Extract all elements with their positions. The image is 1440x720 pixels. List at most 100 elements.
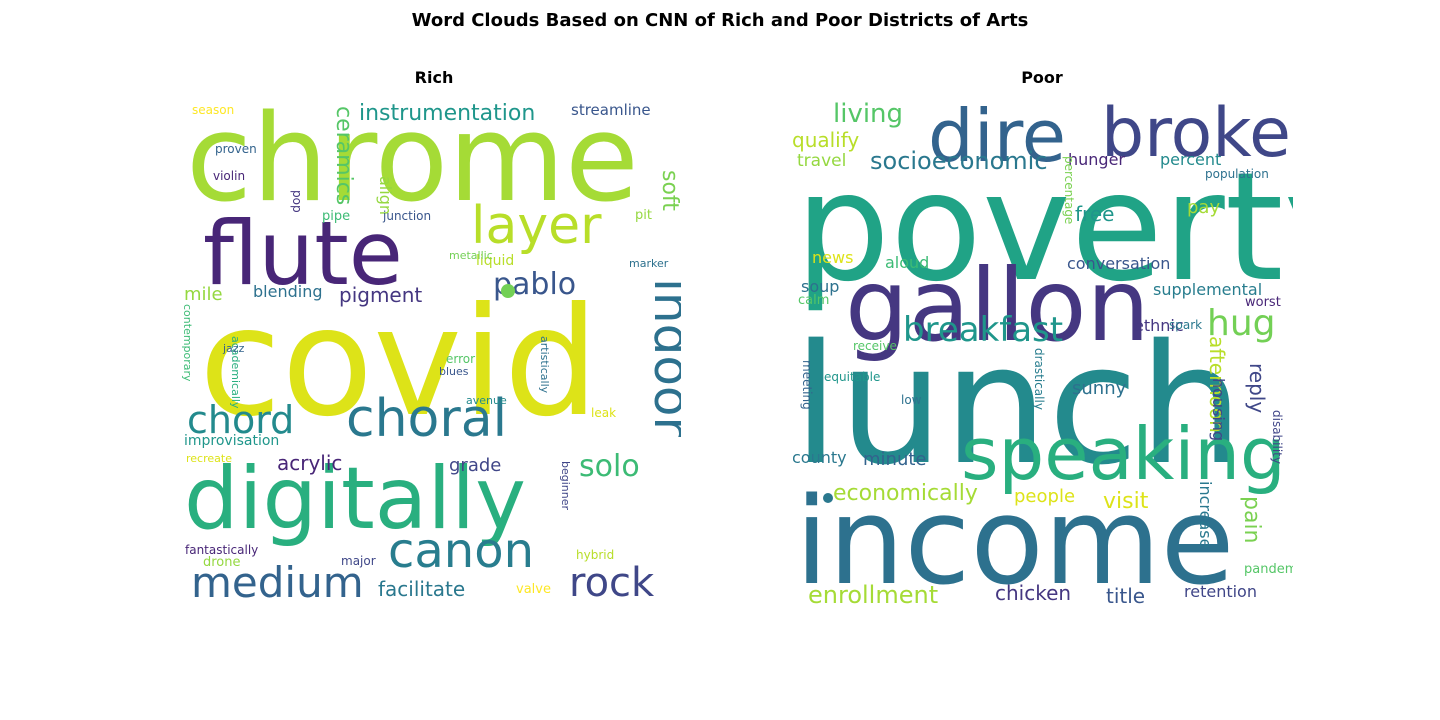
word-avenue: avenue	[466, 394, 507, 407]
word-chord: chord	[187, 398, 295, 442]
dot-poor	[823, 493, 833, 503]
word-medium: medium	[191, 558, 364, 607]
word-dire: dire	[928, 98, 1067, 178]
word-free: free	[1075, 202, 1115, 226]
word-equitable: equitable	[824, 370, 881, 384]
word-title: title	[1106, 584, 1146, 608]
word-calm: calm	[798, 293, 830, 308]
panel-title-poor: Poor	[1021, 68, 1063, 87]
word-travel: travel	[797, 151, 847, 171]
word-pay: pay	[1187, 197, 1221, 218]
word-meeting: meeting	[800, 360, 814, 410]
word-proven: proven	[215, 142, 257, 156]
word-solo: solo	[579, 449, 640, 484]
word-living: living	[833, 99, 904, 129]
word-facilitate: facilitate	[378, 577, 466, 601]
word-covid: covid	[199, 276, 599, 450]
word-metallic: metallic	[449, 249, 493, 262]
word-jazz: jazz	[223, 342, 245, 355]
word-violin: violin	[213, 169, 246, 183]
word-county: county	[793, 448, 847, 467]
word-gallon: gallon	[845, 247, 1150, 364]
word-people: people	[1014, 486, 1076, 507]
word-conversation: conversation	[1067, 254, 1171, 273]
word-income: income	[795, 473, 1235, 608]
word-news: news	[812, 248, 854, 267]
word-leak: leak	[591, 406, 617, 420]
word-reply: reply	[1245, 363, 1269, 414]
word-visit: visit	[1103, 489, 1149, 514]
figure-title: Word Clouds Based on CNN of Rich and Poo…	[411, 10, 1029, 31]
word-blues: blues	[439, 365, 469, 378]
word-chrome: chrome	[186, 98, 639, 229]
word-hunger: hunger	[1068, 150, 1125, 169]
word-retention: retention	[1184, 582, 1257, 601]
word-digitally: digitally	[184, 449, 527, 549]
word-soup: soup	[801, 277, 840, 296]
word-major: major	[341, 554, 376, 568]
word-soft: soft	[657, 170, 681, 211]
word-valve: valve	[516, 582, 551, 597]
word-lunch: lunch	[793, 309, 1244, 501]
word-speaking: speaking	[961, 412, 1286, 496]
word-choral: choral	[346, 389, 508, 449]
word-drastically: drastically	[1032, 348, 1046, 410]
word-layer: layer	[471, 196, 602, 256]
panel-title-rich: Rich	[414, 68, 454, 87]
word-season: season	[192, 103, 235, 117]
word-pigment: pigment	[339, 283, 423, 307]
word-pop: pop	[290, 190, 304, 213]
word-pandemic: pandemic	[1244, 562, 1293, 577]
word-percentage: percentage	[1062, 156, 1076, 225]
word-grade: grade	[449, 455, 502, 476]
word-pipe: pipe	[322, 209, 351, 224]
word-percent: percent	[1160, 150, 1222, 169]
word-instrumentation: instrumentation	[359, 101, 536, 126]
word-increase: increase	[1196, 481, 1215, 549]
word-ceramics: ceramics	[331, 106, 356, 206]
word-mile: mile	[184, 284, 223, 305]
word-hybrid: hybrid	[576, 548, 615, 562]
word-indoor: indoor	[643, 278, 681, 438]
word-streamline: streamline	[571, 101, 651, 119]
word-pain: pain	[1239, 496, 1264, 544]
word-socioeconomic: socioeconomic	[870, 147, 1048, 175]
word-sunny: sunny	[1072, 378, 1127, 399]
word-minute: minute	[863, 449, 927, 470]
word-fantastically: fantastically	[185, 543, 259, 557]
word-pit: pit	[635, 208, 652, 223]
word-cloud-rich: chrome covid flute digitally choral layer cano…	[181, 98, 681, 608]
word-broke: broke	[1101, 98, 1292, 173]
word-error: error	[446, 352, 476, 366]
word-supplemental: supplemental	[1153, 280, 1263, 299]
dot-rich	[501, 284, 515, 298]
word-poverty: poverty	[795, 141, 1293, 315]
word-hug: hug	[1207, 303, 1276, 344]
word-chicken: chicken	[995, 581, 1072, 605]
word-cloud-poor: povertylunchincome gallon dire broke speakin…	[793, 98, 1293, 608]
word-junction: junction	[383, 209, 432, 223]
word-spark: spark	[1169, 318, 1203, 332]
word-receive: receive	[853, 339, 897, 353]
word-acrylic: acrylic	[277, 451, 343, 475]
word-liquid: liquid	[476, 253, 515, 269]
word-academically: academically	[229, 336, 242, 409]
word-qualify: qualify	[793, 128, 860, 152]
word-low: low	[901, 393, 922, 407]
word-disability: disability	[1270, 410, 1284, 464]
word-rock: rock	[569, 560, 655, 606]
word-economically: economically	[833, 481, 978, 506]
word-ethnic: ethnic	[1134, 316, 1184, 335]
word-beginner: beginner	[559, 461, 572, 511]
word-population: population	[1205, 167, 1269, 181]
word-improvisation: improvisation	[184, 433, 280, 449]
word-afternoon: afternoon	[1205, 336, 1229, 433]
word-enrollment: enrollment	[808, 581, 939, 608]
word-align: align	[376, 176, 395, 215]
word-artistically: artistically	[538, 336, 551, 394]
word-housing: housing	[1209, 378, 1228, 442]
word-marker: marker	[629, 257, 669, 270]
word-worst: worst	[1245, 295, 1281, 310]
word-contemporary: contemporary	[181, 304, 194, 382]
word-canon: canon	[388, 523, 535, 579]
